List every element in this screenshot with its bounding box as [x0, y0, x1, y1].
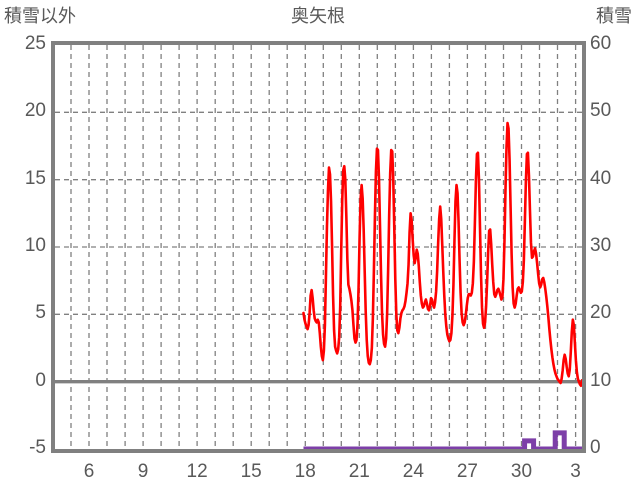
page-title: 奥矢根 [291, 6, 345, 26]
x-axis-tick: 18 [294, 461, 316, 482]
x-axis-tick: 21 [348, 461, 370, 482]
y-axis-left-tick: -5 [29, 437, 46, 458]
x-axis-tick: 12 [186, 461, 208, 482]
y-axis-right-tick: 10 [590, 369, 612, 391]
y-axis-left-tick: 10 [24, 235, 46, 256]
x-axis-tick: 15 [240, 461, 262, 482]
x-axis-tick: 24 [402, 461, 424, 482]
y-axis-right-tick: 0 [590, 437, 601, 458]
right-axis-unit-label: 積雪 [596, 6, 632, 26]
y-axis-right-tick: 40 [590, 167, 612, 189]
y-axis-right: 60 50 40 30 20 10 0 [590, 0, 636, 501]
y-axis-right-tick: 20 [590, 302, 612, 324]
x-axis-tick: 9 [137, 461, 149, 482]
y-axis-left-tick: 25 [24, 33, 46, 54]
y-axis-right-tick: 60 [590, 33, 612, 54]
x-axis-tick: 3 [570, 461, 581, 482]
y-axis-left: 25 20 15 10 5 0 -5 [0, 0, 46, 501]
series-lines [302, 121, 582, 449]
y-axis-left-tick: 5 [35, 302, 46, 324]
x-axis-tick: 27 [456, 461, 478, 482]
plot-area [51, 41, 586, 453]
y-axis-left-tick: 20 [24, 100, 46, 122]
y-axis-right-tick: 30 [590, 235, 612, 256]
y-axis-left-tick: 15 [24, 167, 46, 189]
gridlines [55, 45, 582, 449]
x-axis-tick: 30 [510, 461, 533, 482]
y-axis-right-tick: 50 [590, 100, 612, 122]
y-axis-left-tick: 0 [35, 369, 46, 391]
x-axis-tick: 6 [83, 461, 95, 482]
left-axis-unit-label: 積雪以外 [4, 6, 76, 26]
